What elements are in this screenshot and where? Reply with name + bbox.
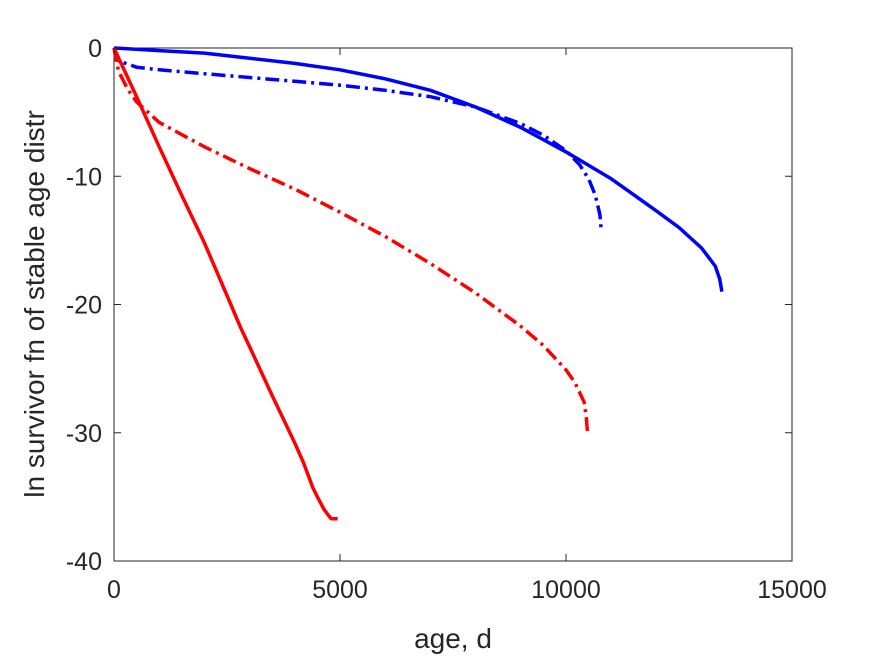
ticks-layer: 0 5000 10000 15000 0 -10 -20 -30 -40: [66, 35, 827, 604]
series-line-3: [112, 47, 338, 521]
y-axis-label: ln survivor fn of stable age distr: [19, 110, 50, 498]
x-axis-label: age, d: [414, 623, 492, 654]
y-tick-label: -30: [66, 420, 102, 448]
series-layer: [112, 46, 724, 521]
series-line-4: [112, 47, 590, 436]
plot-area: [113, 47, 793, 562]
series-line-1: [113, 46, 724, 292]
series-line-2: [112, 47, 604, 232]
y-tick-label: 0: [88, 35, 102, 63]
y-tick-label: -20: [66, 292, 102, 320]
x-tick-label: 0: [107, 576, 121, 604]
x-tick-label: 10000: [531, 576, 601, 604]
y-tick-label: -10: [66, 163, 102, 191]
x-tick-label: 5000: [312, 576, 368, 604]
x-tick-label: 15000: [757, 576, 827, 604]
y-tick-label: -40: [66, 548, 102, 576]
